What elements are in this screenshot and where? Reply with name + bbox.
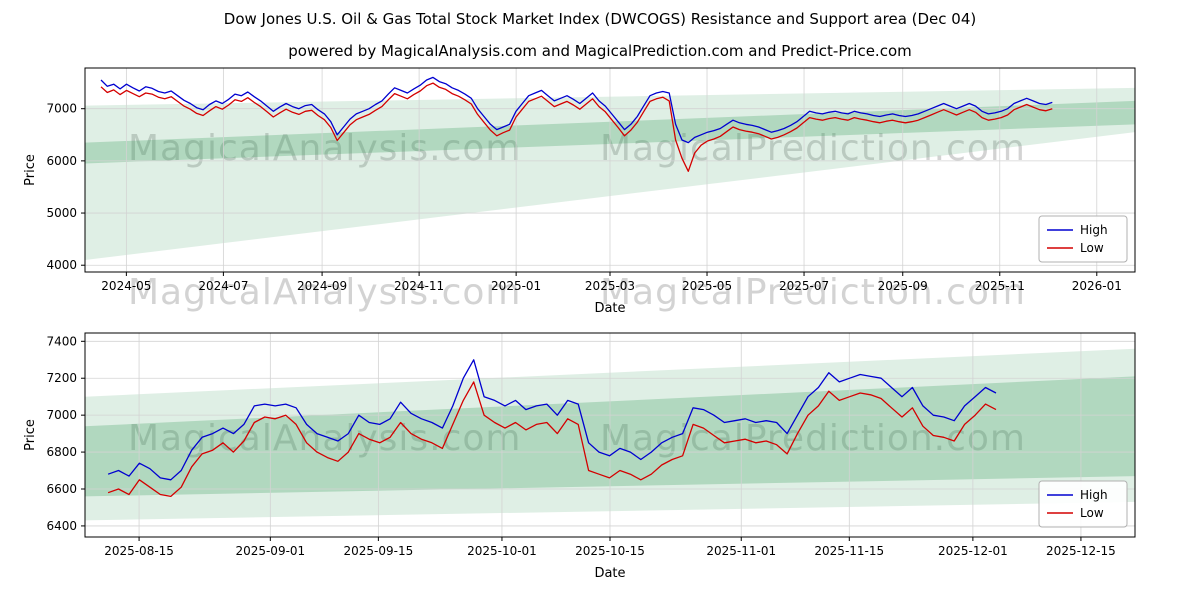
x-tick-label: 2025-01 bbox=[491, 279, 541, 293]
series-line-high bbox=[100, 76, 1053, 144]
y-tick-label: 6400 bbox=[46, 519, 77, 533]
x-tick-label: 2025-11-01 bbox=[706, 544, 776, 558]
legend-box bbox=[1038, 215, 1128, 263]
x-tick-label: 2025-10-15 bbox=[575, 544, 645, 558]
x-tick-label: 2024-05 bbox=[101, 279, 151, 293]
x-tick-label: 2025-12-01 bbox=[938, 544, 1008, 558]
legend-label: Low bbox=[1080, 241, 1104, 255]
legend-box bbox=[1038, 480, 1128, 528]
y-tick-label: 7000 bbox=[46, 408, 77, 422]
x-tick-label: 2025-10-01 bbox=[467, 544, 537, 558]
x-tick-label: 2024-09 bbox=[297, 279, 347, 293]
series-line-high bbox=[107, 359, 997, 481]
y-tick-label: 6600 bbox=[46, 482, 77, 496]
legend-label: High bbox=[1080, 223, 1108, 237]
y-tick-label: 6000 bbox=[46, 154, 77, 168]
y-axis-label: Price bbox=[23, 419, 38, 451]
x-tick-label: 2025-12-15 bbox=[1046, 544, 1116, 558]
x-tick-label: 2025-11-15 bbox=[814, 544, 884, 558]
page-title: Dow Jones U.S. Oil & Gas Total Stock Mar… bbox=[223, 10, 977, 28]
x-tick-label: 2025-11 bbox=[975, 279, 1025, 293]
y-axis-label: Price bbox=[23, 154, 38, 186]
series-line-low bbox=[107, 381, 997, 498]
legend-label: High bbox=[1080, 488, 1108, 502]
x-axis-label: Date bbox=[594, 301, 625, 316]
x-tick-label: 2025-07 bbox=[779, 279, 829, 293]
x-tick-label: 2024-07 bbox=[198, 279, 248, 293]
top-price-chart: 2024-05 2024-07 2024-09 2024-11 2025-01 2025-… bbox=[23, 67, 1136, 316]
y-tick-label: 7400 bbox=[46, 334, 77, 348]
y-tick-label: 7200 bbox=[46, 371, 77, 385]
x-tick-label: 2025-08-15 bbox=[104, 544, 174, 558]
x-tick-label: 2025-03 bbox=[585, 279, 635, 293]
x-tick-label: 2024-11 bbox=[394, 279, 444, 293]
y-tick-label: 5000 bbox=[46, 206, 77, 220]
x-tick-label: 2026-01 bbox=[1072, 279, 1122, 293]
y-tick-label: 4000 bbox=[46, 258, 77, 272]
x-tick-label: 2025-09-15 bbox=[343, 544, 413, 558]
y-tick-label: 7000 bbox=[46, 102, 77, 116]
page-subtitle: powered by MagicalAnalysis.com and Magic… bbox=[288, 42, 912, 60]
y-tick-label: 6800 bbox=[46, 445, 77, 459]
legend-label: Low bbox=[1080, 506, 1104, 520]
bottom-price-chart: 2025-08-15 2025-09-01 2025-09-15 2025-10-01… bbox=[23, 332, 1136, 581]
x-tick-label: 2025-09-01 bbox=[235, 544, 305, 558]
x-axis-label: Date bbox=[594, 566, 625, 581]
x-tick-label: 2025-05 bbox=[682, 279, 732, 293]
series-line-low bbox=[100, 82, 1053, 172]
x-tick-label: 2025-09 bbox=[878, 279, 928, 293]
